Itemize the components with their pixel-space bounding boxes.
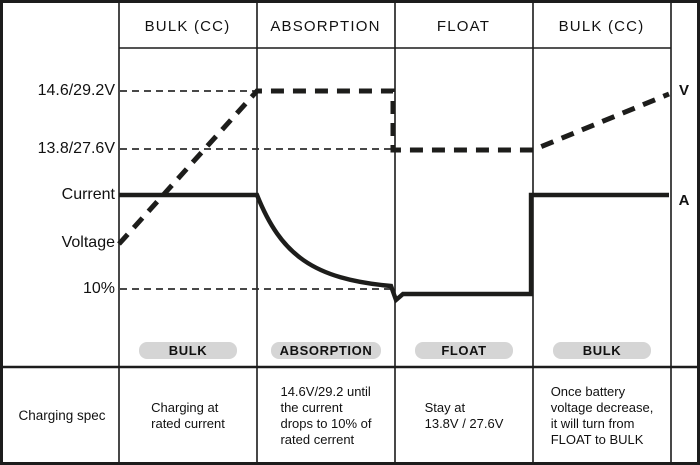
current-curve <box>119 192 669 304</box>
axis-unit-volts: V <box>678 82 689 99</box>
reference-dashed-gridlines <box>120 90 392 290</box>
axis-unit-amps: A <box>678 192 690 209</box>
axis-label-voltage: Voltage <box>61 234 115 251</box>
voltage-curve <box>117 88 670 246</box>
spec-text-absorption: 14.6V/29.2 until the current drops to 10… <box>280 384 372 447</box>
phase-header-bulk-1: BULK (CC) <box>144 17 231 35</box>
phase-header-absorption: ABSORPTION <box>270 17 381 35</box>
spec-cell-bulk-1: Charging at rated current <box>120 369 256 462</box>
axis-label-absorption-voltage: 14.6/29.2V <box>37 82 115 99</box>
chart-canvas <box>3 3 697 462</box>
spec-row-label: Charging spec <box>6 369 118 462</box>
stage-pill-float: FLOAT <box>415 341 513 359</box>
axis-label-float-voltage: 13.8/27.6V <box>37 140 115 157</box>
spec-text-bulk-1: Charging at rated current <box>151 400 225 431</box>
spec-text-float: Stay at 13.8V / 27.6V <box>424 400 504 431</box>
spec-cell-float: Stay at 13.8V / 27.6V <box>396 369 532 462</box>
pill-row-bulk-1: BULK <box>119 341 257 359</box>
spec-cell-bulk-2: Once battery voltage decrease, it will t… <box>534 369 670 462</box>
pill-row-bulk-2: BULK <box>533 341 671 359</box>
spec-text-bulk-2: Once battery voltage decrease, it will t… <box>550 384 654 447</box>
spec-cell-absorption: 14.6V/29.2 until the current drops to 10… <box>258 369 394 462</box>
pill-row-absorption: ABSORPTION <box>257 341 395 359</box>
stage-pill-bulk-1: BULK <box>139 341 237 359</box>
column-border-lines <box>118 3 672 462</box>
pill-row-float: FLOAT <box>395 341 533 359</box>
phase-header-bulk-2: BULK (CC) <box>558 17 645 35</box>
axis-label-10-percent: 10% <box>82 280 115 297</box>
stage-pill-bulk-2: BULK <box>553 341 651 359</box>
axis-label-current: Current <box>61 186 115 203</box>
spec-row-label-text: Charging spec <box>18 408 106 423</box>
stage-pill-absorption: ABSORPTION <box>270 341 382 359</box>
phase-header-float: FLOAT <box>436 17 491 35</box>
